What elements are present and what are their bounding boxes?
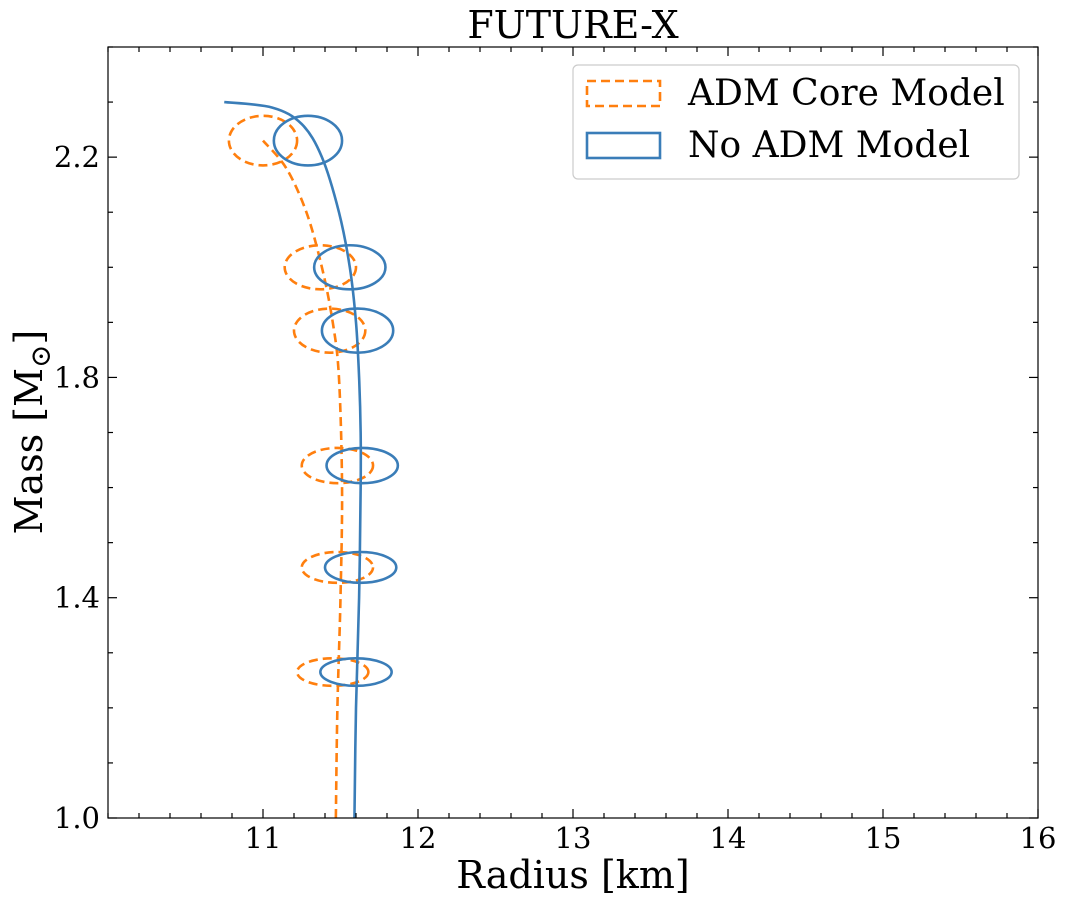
x-tick-label: 13 xyxy=(555,821,592,855)
legend-swatch-2 xyxy=(585,131,662,160)
no-adm-model-ellipse-4 xyxy=(325,446,400,485)
legend-label-1: ADM Core Model xyxy=(687,73,1005,114)
plot-area xyxy=(224,100,400,818)
legend-swatch-1 xyxy=(585,79,662,108)
y-axis-label: Mass [M⊙] xyxy=(7,330,57,535)
y-tick-label: 1.8 xyxy=(54,360,100,394)
x-tick-label: 12 xyxy=(400,821,437,855)
adm-core-model-ellipse-2 xyxy=(283,243,358,291)
y-tick-label: 1.0 xyxy=(54,801,100,835)
adm-core-model-ellipse-6 xyxy=(295,656,370,688)
no-adm-model-ellipse-2 xyxy=(312,243,387,291)
plot-marks xyxy=(224,100,400,818)
no-adm-model-curve xyxy=(224,100,363,818)
adm-core-model-curve xyxy=(262,139,344,818)
y-axis-label-sun-symbol: ⊙ xyxy=(24,344,57,367)
x-tick-label: 14 xyxy=(710,821,747,855)
legend: ADM Core Model No ADM Model xyxy=(572,64,1020,180)
legend-label-2: No ADM Model xyxy=(688,125,970,166)
legend-box xyxy=(572,64,1020,180)
no-adm-model-ellipse-1 xyxy=(272,114,344,167)
x-tick-label: 15 xyxy=(865,821,902,855)
adm-core-model-ellipse-5 xyxy=(300,550,375,585)
axis-ticks: 11 12 13 14 15 16 1.0 1.4 1.8 2.2 xyxy=(54,46,1057,855)
y-tick-label: 2.2 xyxy=(54,140,100,174)
x-tick-label: 16 xyxy=(1020,821,1057,855)
x-axis-label: Radius [km] xyxy=(456,853,689,897)
y-axis-label-close: ] xyxy=(7,330,51,345)
adm-core-model-ellipse-4 xyxy=(300,446,375,485)
chart-title: FUTURE-X xyxy=(467,3,678,47)
x-tick-label: 11 xyxy=(245,821,282,855)
y-axis-label-text: Mass [M xyxy=(7,368,51,534)
adm-core-model-ellipse-3 xyxy=(292,307,367,354)
adm-core-model-ellipse-1 xyxy=(227,114,299,167)
y-tick-label: 1.4 xyxy=(54,581,100,615)
